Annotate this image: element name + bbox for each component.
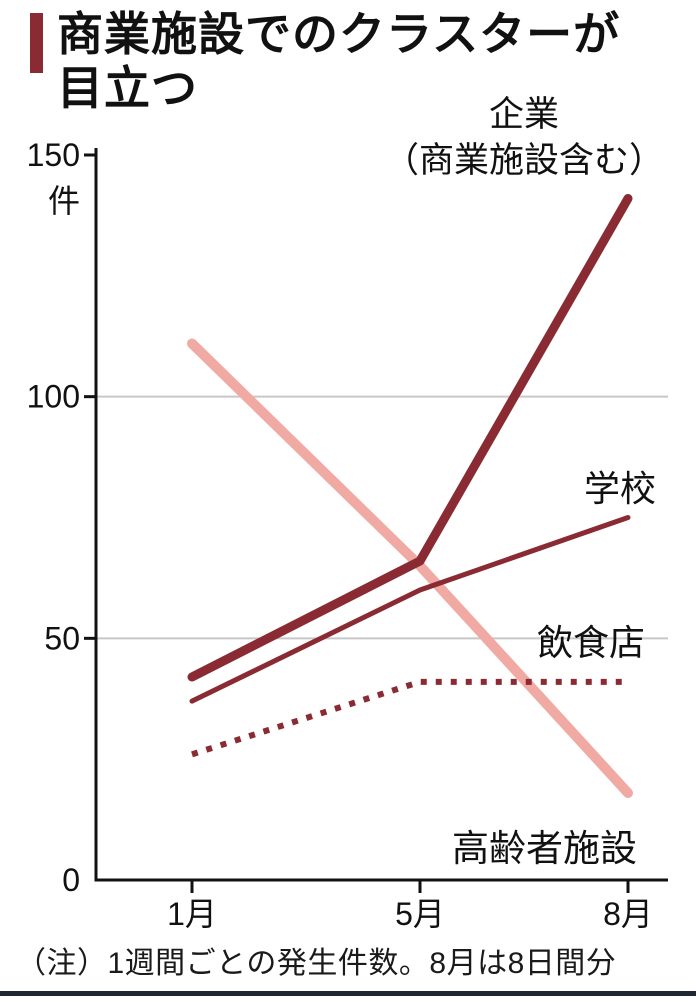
x-tick-label-1: 5月: [395, 896, 445, 932]
chart-title: 商業施設でのクラスターが 目立つ: [57, 8, 621, 114]
series-line-1: [189, 515, 631, 704]
y-tick-label-150: 150: [27, 137, 80, 173]
title-accent-bar: [30, 13, 43, 73]
series-label-gakko: 学校: [584, 468, 657, 509]
y-tick-label-100: 100: [27, 379, 80, 415]
bottom-rule: [0, 991, 696, 996]
y-tick-label-50: 50: [44, 620, 80, 656]
x-tick-label-0: 1月: [167, 896, 217, 932]
series-line-0: [187, 194, 633, 682]
series-label-koreisha-shisetsu: 高齢者施設: [452, 828, 637, 869]
series-label-inshokuten: 飲食店: [537, 622, 646, 663]
series-line-2: [191, 678, 628, 758]
y-axis-unit-label: 件: [48, 183, 80, 219]
chart-note: （注）1週間ごとの発生件数。8月は8日間分: [16, 947, 617, 980]
x-tick-label-2: 8月: [603, 896, 653, 932]
y-tick-label-0: 0: [62, 862, 80, 898]
series-label-kigyo: 企業 （商業施設含む）: [383, 95, 664, 180]
